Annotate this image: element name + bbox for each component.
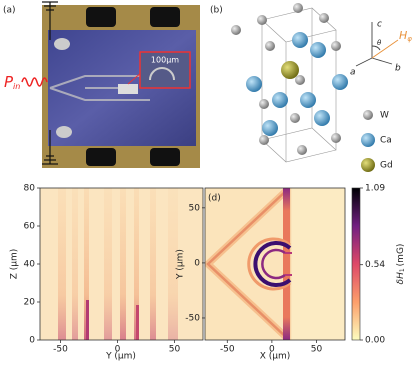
- panel-label: (c): [3, 194, 15, 204]
- colorbar-label: δH1(mG): [396, 244, 406, 285]
- axes-triad: [355, 22, 399, 67]
- colorbar: [351, 187, 361, 341]
- x-tick-label: -50: [53, 345, 68, 355]
- ground: [42, 1, 58, 165]
- x-tick-label: -50: [220, 345, 235, 355]
- hole: [150, 7, 180, 27]
- unit-cell: [261, 7, 337, 163]
- y-tick-label: 0: [29, 336, 35, 346]
- y-tick-label: 40: [24, 260, 36, 270]
- y-tick-label: 80: [24, 184, 36, 194]
- colorbar-symbol: δH: [396, 272, 406, 285]
- hole: [86, 148, 116, 166]
- x-tick-label: 0: [269, 345, 275, 355]
- heatmap: [40, 188, 203, 340]
- colorbar-tick-label: 0.00: [365, 336, 385, 346]
- panel-label: (a): [3, 6, 16, 16]
- y-tick-label: 60: [24, 222, 36, 232]
- panel-a: (a) 100μm Pin: [3, 1, 200, 168]
- panel-c: (c) Y (μm) Z (μm): [3, 187, 204, 362]
- inset: [139, 51, 191, 89]
- axis-a: a: [350, 68, 356, 78]
- x-axis-label: X (μm): [260, 352, 291, 362]
- panel-d: (d) X (μm) Y (μm) δH1(mG): [176, 187, 406, 362]
- solder: [56, 126, 72, 138]
- y-axis-label: Z (μm): [10, 249, 20, 280]
- legend-swatch: [363, 110, 373, 120]
- y-tick-label: -50: [185, 313, 200, 323]
- input-sub: in: [13, 82, 20, 91]
- legend-label: Gd: [380, 161, 393, 171]
- rf-wave: [21, 77, 48, 87]
- colorbar-tick-label: 0.54: [365, 260, 385, 270]
- colorbar-sub: 1: [399, 268, 406, 272]
- heatmap: [205, 188, 345, 340]
- hole: [150, 148, 180, 166]
- field-symbol: H: [399, 29, 407, 42]
- panel-b: (b) c θ Hφ a b W Ca Gd: [210, 3, 412, 172]
- legend-label: Ca: [380, 136, 392, 146]
- plot-frame: [204, 187, 346, 341]
- panel-label: (b): [210, 6, 223, 16]
- colorbar-tick-label: 1.09: [365, 184, 385, 194]
- x-tick-label: 50: [311, 345, 323, 355]
- y-tick-label: 0: [194, 258, 200, 268]
- panel-label: (d): [208, 194, 221, 204]
- legend-label: W: [380, 111, 389, 121]
- y-tick-label: 50: [189, 203, 201, 213]
- scale-bar: 100μm: [151, 56, 179, 65]
- solder: [54, 38, 70, 50]
- input-symbol: P: [4, 73, 14, 91]
- x-axis-label: Y (μm): [105, 352, 136, 362]
- sample: [118, 84, 138, 94]
- y-axis-label: Y (μm): [176, 249, 186, 280]
- field-sub: φ: [407, 35, 412, 43]
- x-tick-label: 50: [169, 345, 181, 355]
- input-label: Pin: [4, 73, 20, 91]
- legend-swatch: [361, 133, 375, 147]
- colorbar-unit: (mG): [396, 244, 406, 267]
- axis-b: b: [395, 64, 401, 74]
- x-tick-label: 0: [115, 345, 121, 355]
- legend-swatch: [361, 158, 375, 172]
- field-label: Hφ: [399, 29, 412, 43]
- atoms: [231, 3, 348, 155]
- inset-loop: [149, 67, 175, 81]
- hole: [86, 7, 116, 27]
- y-tick-label: 20: [24, 298, 36, 308]
- angle: θ: [377, 39, 382, 47]
- axis-c: c: [377, 20, 382, 30]
